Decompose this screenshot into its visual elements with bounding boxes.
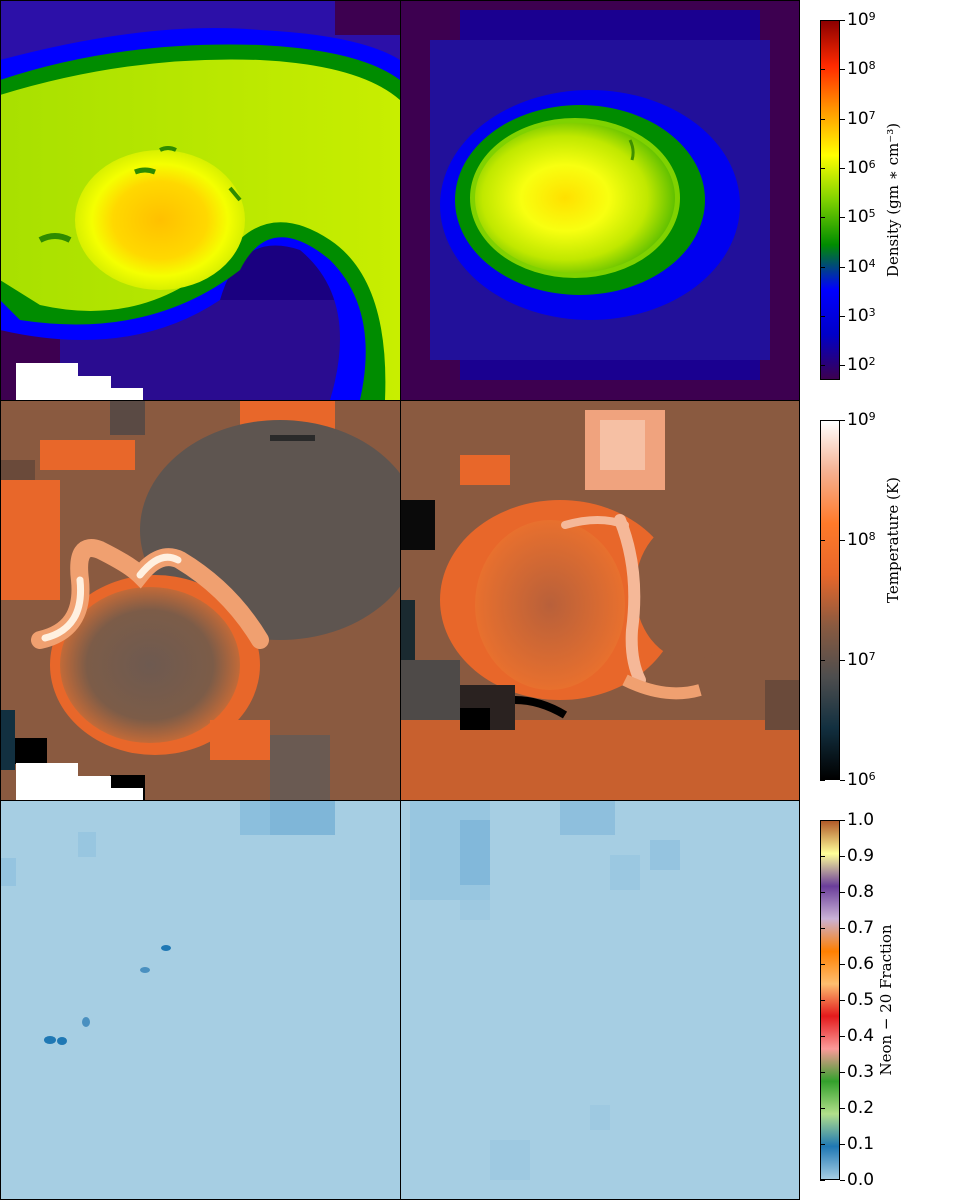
- neon-tick-mark-left: [820, 964, 825, 965]
- temperature-tick-mark: [840, 540, 845, 541]
- density-tick-label: 108: [847, 59, 876, 80]
- temperature-colorbar: [820, 420, 840, 780]
- temperature-panel-left: [0, 400, 400, 800]
- density-tick-mark-left: [820, 217, 825, 219]
- neon-tick-mark-left: [820, 1072, 825, 1073]
- density-tick-mark-left: [820, 315, 825, 317]
- neon-tick-mark-left: [820, 1144, 825, 1145]
- neon-tick-label: 0.7: [847, 918, 875, 938]
- panel-divider-1: [0, 400, 800, 401]
- density-tick-mark: [840, 20, 845, 21]
- neon-tick-mark: [840, 820, 845, 821]
- neon-tick-mark-left: [820, 820, 825, 821]
- temperature-tick-mark: [840, 420, 845, 421]
- neon-tick-label: 0.3: [847, 1062, 875, 1082]
- density-tick-label: 104: [847, 256, 876, 277]
- temperature-tick-label: 107: [847, 650, 876, 670]
- neon-tick-label: 0.0: [847, 1170, 875, 1190]
- temperature-tick-mark-left: [820, 540, 825, 541]
- neon-tick-label: 1.0: [847, 810, 875, 830]
- density-tick-mark-left: [820, 118, 825, 120]
- temperature-tick-label: 108: [847, 530, 876, 550]
- neon-tick-mark-left: [820, 1108, 825, 1109]
- density-tick-mark: [840, 217, 845, 219]
- panel-divider-vertical: [400, 0, 401, 1200]
- density-tick-mark-left: [820, 365, 825, 367]
- neon-tick-mark-left: [820, 1180, 825, 1181]
- temperature-tick-label: 106: [847, 770, 876, 790]
- density-tick-label: 105: [847, 207, 876, 228]
- neon-tick-label: 0.4: [847, 1026, 875, 1046]
- neon-tick-mark: [840, 1000, 845, 1001]
- temperature-tick-mark-left: [820, 420, 825, 421]
- temperature-panel-right: [400, 400, 800, 800]
- density-tick-label: 102: [847, 355, 876, 376]
- density-tick-mark: [840, 118, 845, 120]
- panel-divider-2: [0, 800, 800, 801]
- density-tick-label: 103: [847, 305, 876, 326]
- density-panel-left: [0, 0, 400, 400]
- neon-tick-mark: [840, 1108, 845, 1109]
- neon-tick-label: 0.8: [847, 882, 875, 902]
- neon-tick-mark: [840, 928, 845, 929]
- neon-colorbar-label: Neon − 20 Fraction: [877, 924, 895, 1076]
- neon-tick-mark: [840, 1036, 845, 1037]
- neon-tick-mark: [840, 1180, 845, 1181]
- neon-tick-mark-left: [820, 856, 825, 857]
- density-tick-mark-left: [820, 266, 825, 268]
- temperature-colorbar-label: Temperature (K): [884, 477, 902, 603]
- temperature-tick-mark: [840, 660, 845, 661]
- temperature-tick-label: 109: [847, 410, 876, 430]
- neon-panel-left: [0, 800, 400, 1200]
- temperature-tick-mark-left: [820, 780, 825, 781]
- neon-tick-mark: [840, 964, 845, 965]
- neon-tick-label: 0.2: [847, 1098, 875, 1118]
- neon-tick-mark: [840, 1144, 845, 1145]
- temperature-tick-mark: [840, 780, 845, 781]
- density-tick-label: 107: [847, 108, 876, 129]
- neon-tick-mark-left: [820, 928, 825, 929]
- density-tick-mark-left: [820, 69, 825, 71]
- neon-tick-mark-left: [820, 1000, 825, 1001]
- neon-tick-mark-left: [820, 892, 825, 893]
- neon-tick-mark: [840, 892, 845, 893]
- density-panel-right: [400, 0, 800, 400]
- neon-tick-label: 0.6: [847, 954, 875, 974]
- neon-tick-mark: [840, 1072, 845, 1073]
- density-tick-label: 106: [847, 157, 876, 178]
- neon-tick-label: 0.5: [847, 990, 875, 1010]
- neon-tick-label: 0.1: [847, 1134, 875, 1154]
- neon-tick-mark: [840, 856, 845, 857]
- neon-tick-mark-left: [820, 1036, 825, 1037]
- density-tick-mark-left: [820, 167, 825, 169]
- density-colorbar-label: Density (gm ∗ cm⁻³): [884, 122, 902, 278]
- density-tick-mark: [840, 167, 845, 169]
- neon-tick-label: 0.9: [847, 846, 875, 866]
- density-tick-mark: [840, 69, 845, 71]
- density-tick-label: 109: [847, 10, 876, 30]
- temperature-tick-mark-left: [820, 660, 825, 661]
- density-colorbar: [820, 20, 840, 380]
- density-tick-mark: [840, 365, 845, 367]
- density-tick-mark: [840, 266, 845, 268]
- neon-panel-right: [400, 800, 800, 1200]
- density-tick-mark: [840, 315, 845, 317]
- density-tick-mark-left: [820, 20, 825, 21]
